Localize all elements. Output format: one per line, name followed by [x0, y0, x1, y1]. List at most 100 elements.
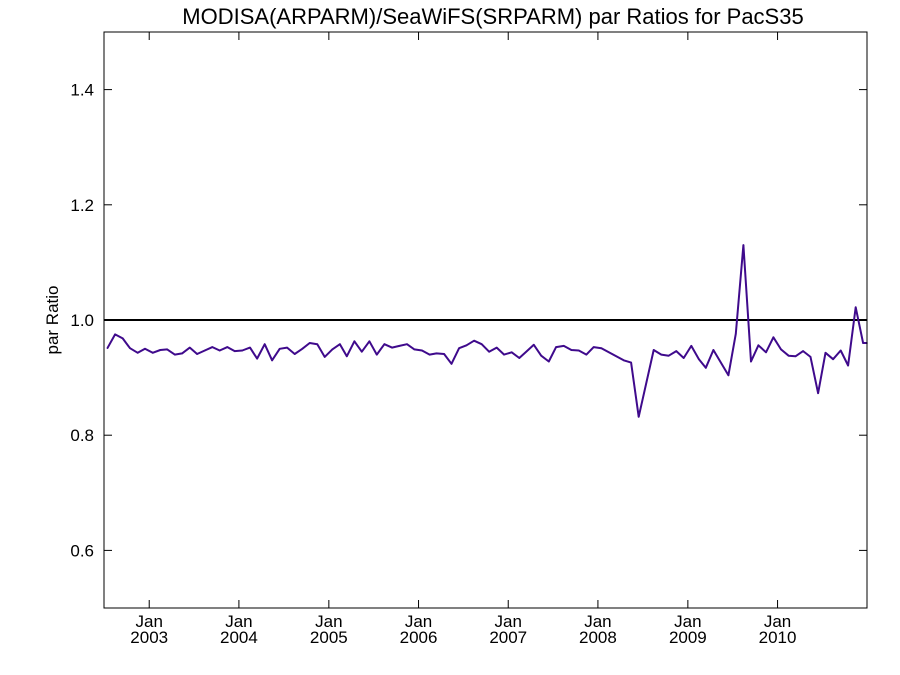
y-tick-label: 1.2 [70, 196, 94, 215]
data-point [832, 358, 834, 360]
data-point [293, 353, 296, 355]
y-tick-label: 0.6 [70, 541, 94, 560]
y-tick-label: 0.8 [70, 426, 94, 445]
x-tick-year-label: 2004 [220, 628, 258, 647]
data-point [316, 343, 319, 345]
data-point [383, 343, 386, 345]
data-point [203, 349, 206, 352]
data-point [241, 349, 244, 352]
data-point [159, 349, 162, 351]
data-point [345, 355, 348, 358]
data-point [114, 333, 116, 336]
x-tick-year-label: 2005 [310, 628, 348, 647]
data-point [727, 374, 730, 377]
data-point [166, 348, 168, 351]
chart-title: MODISA(ARPARM)/SeaWiFS(SRPARM) par Ratio… [182, 4, 803, 29]
data-point [698, 358, 700, 360]
data-point [839, 349, 842, 352]
data-point [151, 352, 154, 354]
data-point [435, 352, 438, 355]
data-point [233, 350, 236, 352]
data-point [562, 345, 565, 347]
data-point [817, 392, 819, 394]
data-point [540, 354, 542, 357]
x-tick-year-label: 2007 [489, 628, 527, 647]
data-point [510, 351, 513, 354]
data-point [809, 356, 812, 358]
data-point [704, 367, 707, 369]
data-point [121, 337, 124, 340]
data-point [136, 352, 139, 354]
data-point [592, 346, 595, 348]
series-group [106, 244, 868, 418]
data-point [660, 353, 663, 356]
x-tick-month-label: Jan [315, 612, 342, 631]
data-point [547, 360, 550, 363]
data-point [772, 336, 775, 339]
data-point [532, 343, 535, 346]
data-point [652, 349, 655, 351]
data-point [750, 360, 752, 363]
data-point [256, 357, 258, 360]
data-point [188, 346, 191, 349]
data-point [428, 353, 431, 356]
data-point [862, 342, 864, 344]
data-point [398, 345, 401, 347]
data-point [742, 244, 745, 246]
data-point [450, 362, 453, 365]
data-point [443, 353, 445, 355]
data-point [503, 353, 505, 356]
data-point [577, 349, 580, 352]
data-point [211, 346, 214, 348]
data-point [734, 333, 737, 335]
data-point [854, 306, 857, 309]
x-tick-month-label: Jan [764, 612, 791, 631]
data-point [780, 348, 782, 351]
data-point [630, 361, 632, 364]
data-point [218, 349, 221, 352]
data-point [794, 355, 797, 358]
y-tick-label: 1.4 [70, 81, 94, 100]
plot-frame [103, 31, 868, 609]
data-point [196, 353, 198, 355]
data-point [353, 340, 356, 343]
data-point [271, 359, 273, 362]
x-tick-month-label: Jan [225, 612, 252, 631]
data-point [458, 347, 460, 350]
data-point [278, 348, 281, 350]
data-point [555, 346, 557, 348]
data-point [308, 342, 311, 344]
data-point [480, 343, 483, 345]
data-point [473, 339, 475, 342]
data-point [421, 349, 423, 352]
data-point [585, 353, 588, 356]
ticks-group: 0.60.81.01.21.4Jan2003Jan2004Jan2005Jan2… [70, 32, 867, 647]
x-tick-month-label: Jan [674, 612, 701, 631]
y-tick-label: 1.0 [70, 311, 94, 330]
data-point [413, 348, 416, 351]
data-point [570, 349, 573, 351]
data-point [375, 353, 378, 356]
data-point [787, 354, 790, 357]
x-tick-year-label: 2008 [579, 628, 617, 647]
data-point [675, 350, 678, 352]
x-tick-month-label: Jan [584, 612, 611, 631]
data-point [637, 415, 640, 418]
data-point [465, 344, 468, 347]
x-tick-year-label: 2009 [669, 628, 707, 647]
data-point [495, 346, 498, 349]
data-point [339, 343, 341, 345]
data-point [682, 357, 685, 359]
data-point [323, 356, 326, 358]
data-point [331, 348, 334, 351]
series-line [106, 244, 867, 418]
data-point [181, 352, 183, 355]
data-point [263, 343, 266, 345]
data-point [600, 347, 603, 350]
data-point [106, 347, 109, 350]
data-point [129, 347, 131, 350]
x-tick-year-label: 2003 [130, 628, 168, 647]
data-point [286, 346, 288, 349]
data-point [226, 346, 229, 348]
